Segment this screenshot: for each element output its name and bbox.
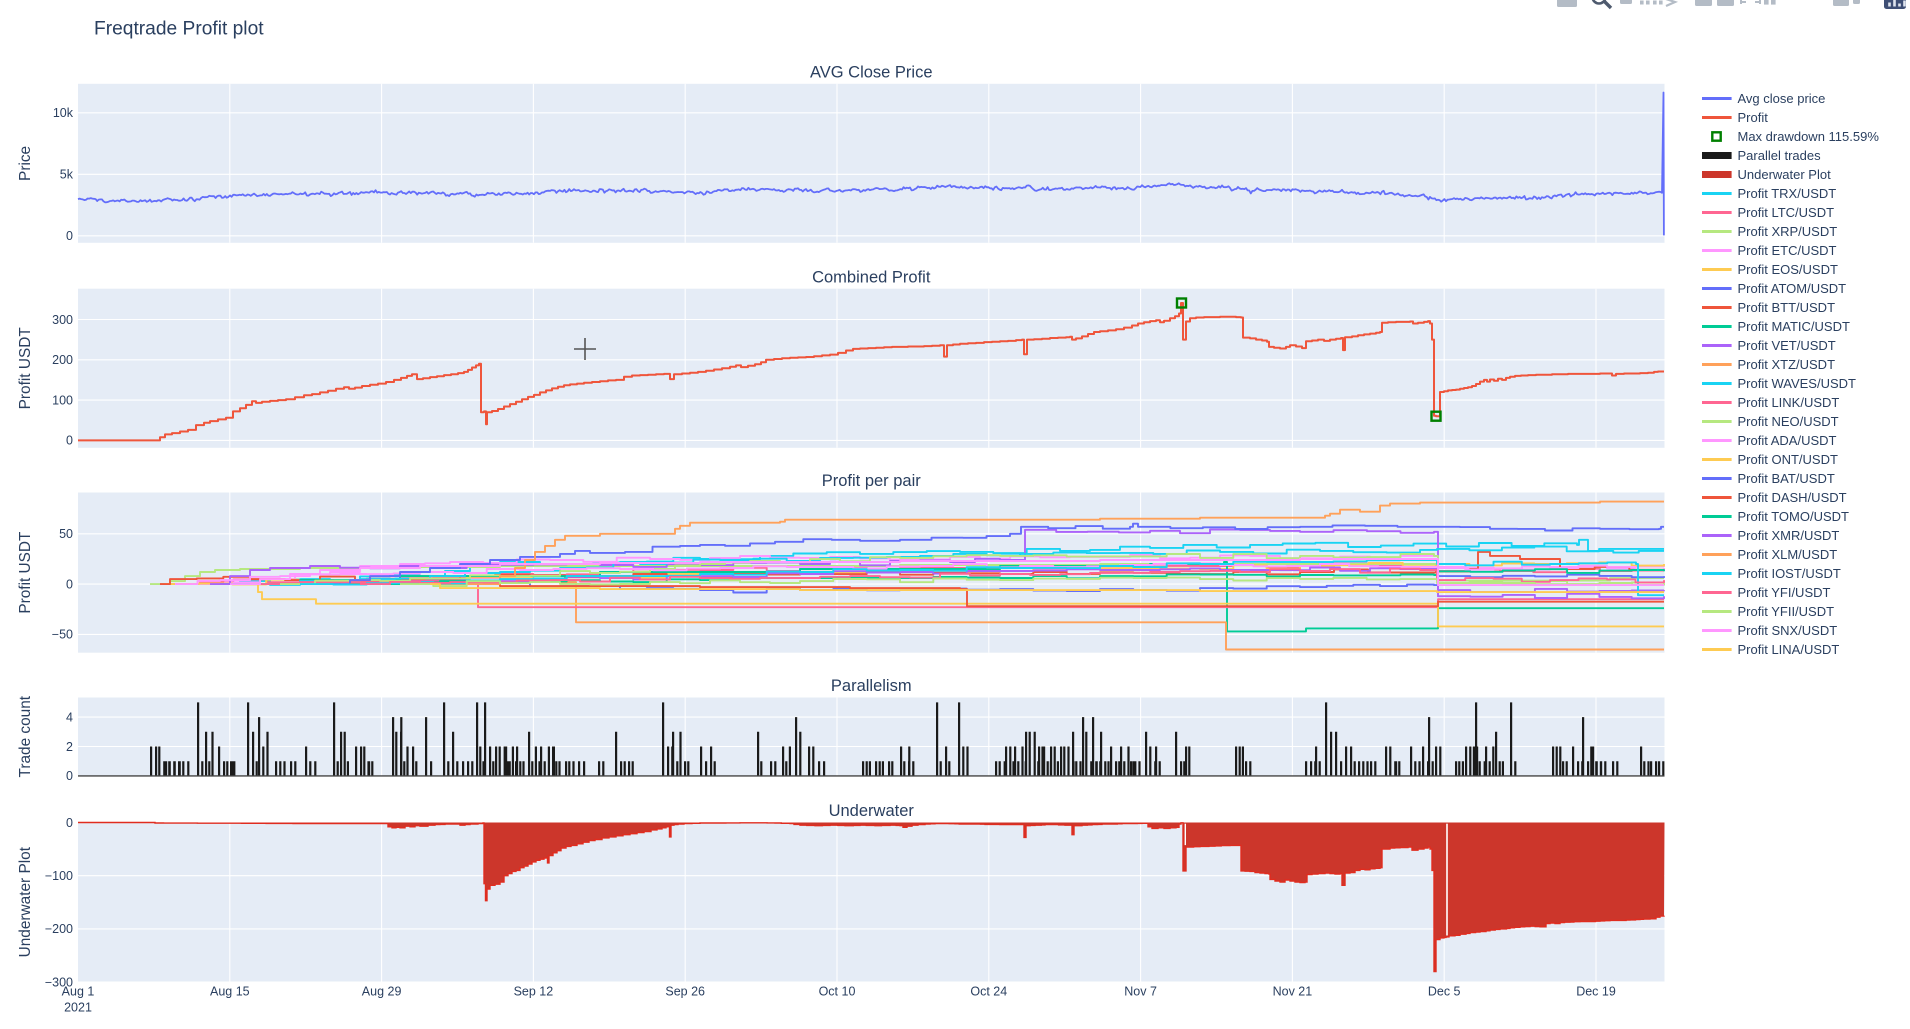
svg-text:Oct 10: Oct 10 <box>819 985 856 999</box>
svg-text:Dec 19: Dec 19 <box>1576 985 1616 999</box>
svg-text:0: 0 <box>66 816 73 830</box>
svg-text:Profit per pair: Profit per pair <box>822 472 922 490</box>
svg-text:Sep 12: Sep 12 <box>514 985 554 999</box>
svg-text:Profit NEO/USDT: Profit NEO/USDT <box>1738 414 1839 429</box>
svg-text:300: 300 <box>52 313 73 327</box>
svg-text:Oct 24: Oct 24 <box>970 985 1007 999</box>
svg-text:Profit IOST/USDT: Profit IOST/USDT <box>1738 566 1841 581</box>
svg-text:Profit TOMO/USDT: Profit TOMO/USDT <box>1738 509 1850 524</box>
svg-text:Sep 26: Sep 26 <box>665 985 705 999</box>
svg-text:10k: 10k <box>53 106 74 120</box>
svg-text:Profit XMR/USDT: Profit XMR/USDT <box>1738 528 1840 543</box>
svg-text:Price: Price <box>17 146 34 181</box>
svg-text:Profit DASH/USDT: Profit DASH/USDT <box>1738 490 1847 505</box>
svg-text:Profit ADA/USDT: Profit ADA/USDT <box>1738 433 1837 448</box>
svg-text:Max drawdown 115.59%: Max drawdown 115.59% <box>1738 129 1880 144</box>
svg-text:Profit: Profit <box>1738 110 1769 125</box>
svg-text:Nov 21: Nov 21 <box>1273 985 1313 999</box>
svg-text:Profit XRP/USDT: Profit XRP/USDT <box>1738 224 1838 239</box>
svg-text:Profit MATIC/USDT: Profit MATIC/USDT <box>1738 319 1850 334</box>
svg-text:Profit LTC/USDT: Profit LTC/USDT <box>1738 205 1835 220</box>
svg-text:Profit XTZ/USDT: Profit XTZ/USDT <box>1738 357 1836 372</box>
svg-text:Profit USDT: Profit USDT <box>17 327 34 410</box>
svg-text:Profit ONT/USDT: Profit ONT/USDT <box>1738 452 1838 467</box>
svg-text:Profit LINK/USDT: Profit LINK/USDT <box>1738 395 1840 410</box>
svg-text:Parallel trades: Parallel trades <box>1738 148 1822 163</box>
svg-text:2021: 2021 <box>64 1001 92 1015</box>
svg-text:Profit ETC/USDT: Profit ETC/USDT <box>1738 243 1837 258</box>
svg-text:−200: −200 <box>45 922 73 936</box>
svg-text:Profit VET/USDT: Profit VET/USDT <box>1738 338 1836 353</box>
svg-text:Underwater Plot: Underwater Plot <box>1738 167 1832 182</box>
svg-text:Underwater Plot: Underwater Plot <box>17 846 34 957</box>
svg-text:0: 0 <box>66 769 73 783</box>
svg-text:Freqtrade Profit plot: Freqtrade Profit plot <box>94 19 264 40</box>
svg-text:−50: −50 <box>52 628 73 642</box>
svg-text:4: 4 <box>66 710 73 724</box>
svg-text:0: 0 <box>66 229 73 243</box>
svg-text:200: 200 <box>52 353 73 367</box>
svg-text:50: 50 <box>59 527 73 541</box>
svg-text:Avg close price: Avg close price <box>1738 91 1826 106</box>
svg-text:Profit TRX/USDT: Profit TRX/USDT <box>1738 186 1837 201</box>
svg-text:Profit YFI/USDT: Profit YFI/USDT <box>1738 585 1831 600</box>
svg-text:Aug 1: Aug 1 <box>62 985 95 999</box>
svg-text:Nov 7: Nov 7 <box>1124 985 1157 999</box>
svg-text:0: 0 <box>66 577 73 591</box>
svg-text:−300: −300 <box>45 975 73 989</box>
svg-text:Profit ATOM/USDT: Profit ATOM/USDT <box>1738 281 1847 296</box>
svg-text:2: 2 <box>66 740 73 754</box>
svg-text:Aug 15: Aug 15 <box>210 985 250 999</box>
svg-text:Profit EOS/USDT: Profit EOS/USDT <box>1738 262 1838 277</box>
svg-text:5k: 5k <box>60 168 74 182</box>
svg-text:Parallelism: Parallelism <box>831 677 912 695</box>
svg-text:Profit USDT: Profit USDT <box>17 531 34 614</box>
svg-text:Trade count: Trade count <box>17 695 34 777</box>
svg-text:Profit BAT/USDT: Profit BAT/USDT <box>1738 471 1835 486</box>
svg-text:100: 100 <box>52 393 73 407</box>
svg-text:Combined Profit: Combined Profit <box>812 268 931 286</box>
svg-text:Profit XLM/USDT: Profit XLM/USDT <box>1738 547 1838 562</box>
svg-text:0: 0 <box>66 434 73 448</box>
svg-text:Profit YFII/USDT: Profit YFII/USDT <box>1738 604 1835 619</box>
svg-text:Profit SNX/USDT: Profit SNX/USDT <box>1738 623 1838 638</box>
svg-text:Dec 5: Dec 5 <box>1428 985 1461 999</box>
svg-text:Profit BTT/USDT: Profit BTT/USDT <box>1738 300 1836 315</box>
svg-text:Underwater: Underwater <box>829 802 915 820</box>
svg-text:AVG Close Price: AVG Close Price <box>810 64 933 82</box>
svg-text:Aug 29: Aug 29 <box>362 985 402 999</box>
svg-text:Profit WAVES/USDT: Profit WAVES/USDT <box>1738 376 1857 391</box>
svg-text:Profit LINA/USDT: Profit LINA/USDT <box>1738 642 1840 657</box>
svg-text:−100: −100 <box>45 869 73 883</box>
